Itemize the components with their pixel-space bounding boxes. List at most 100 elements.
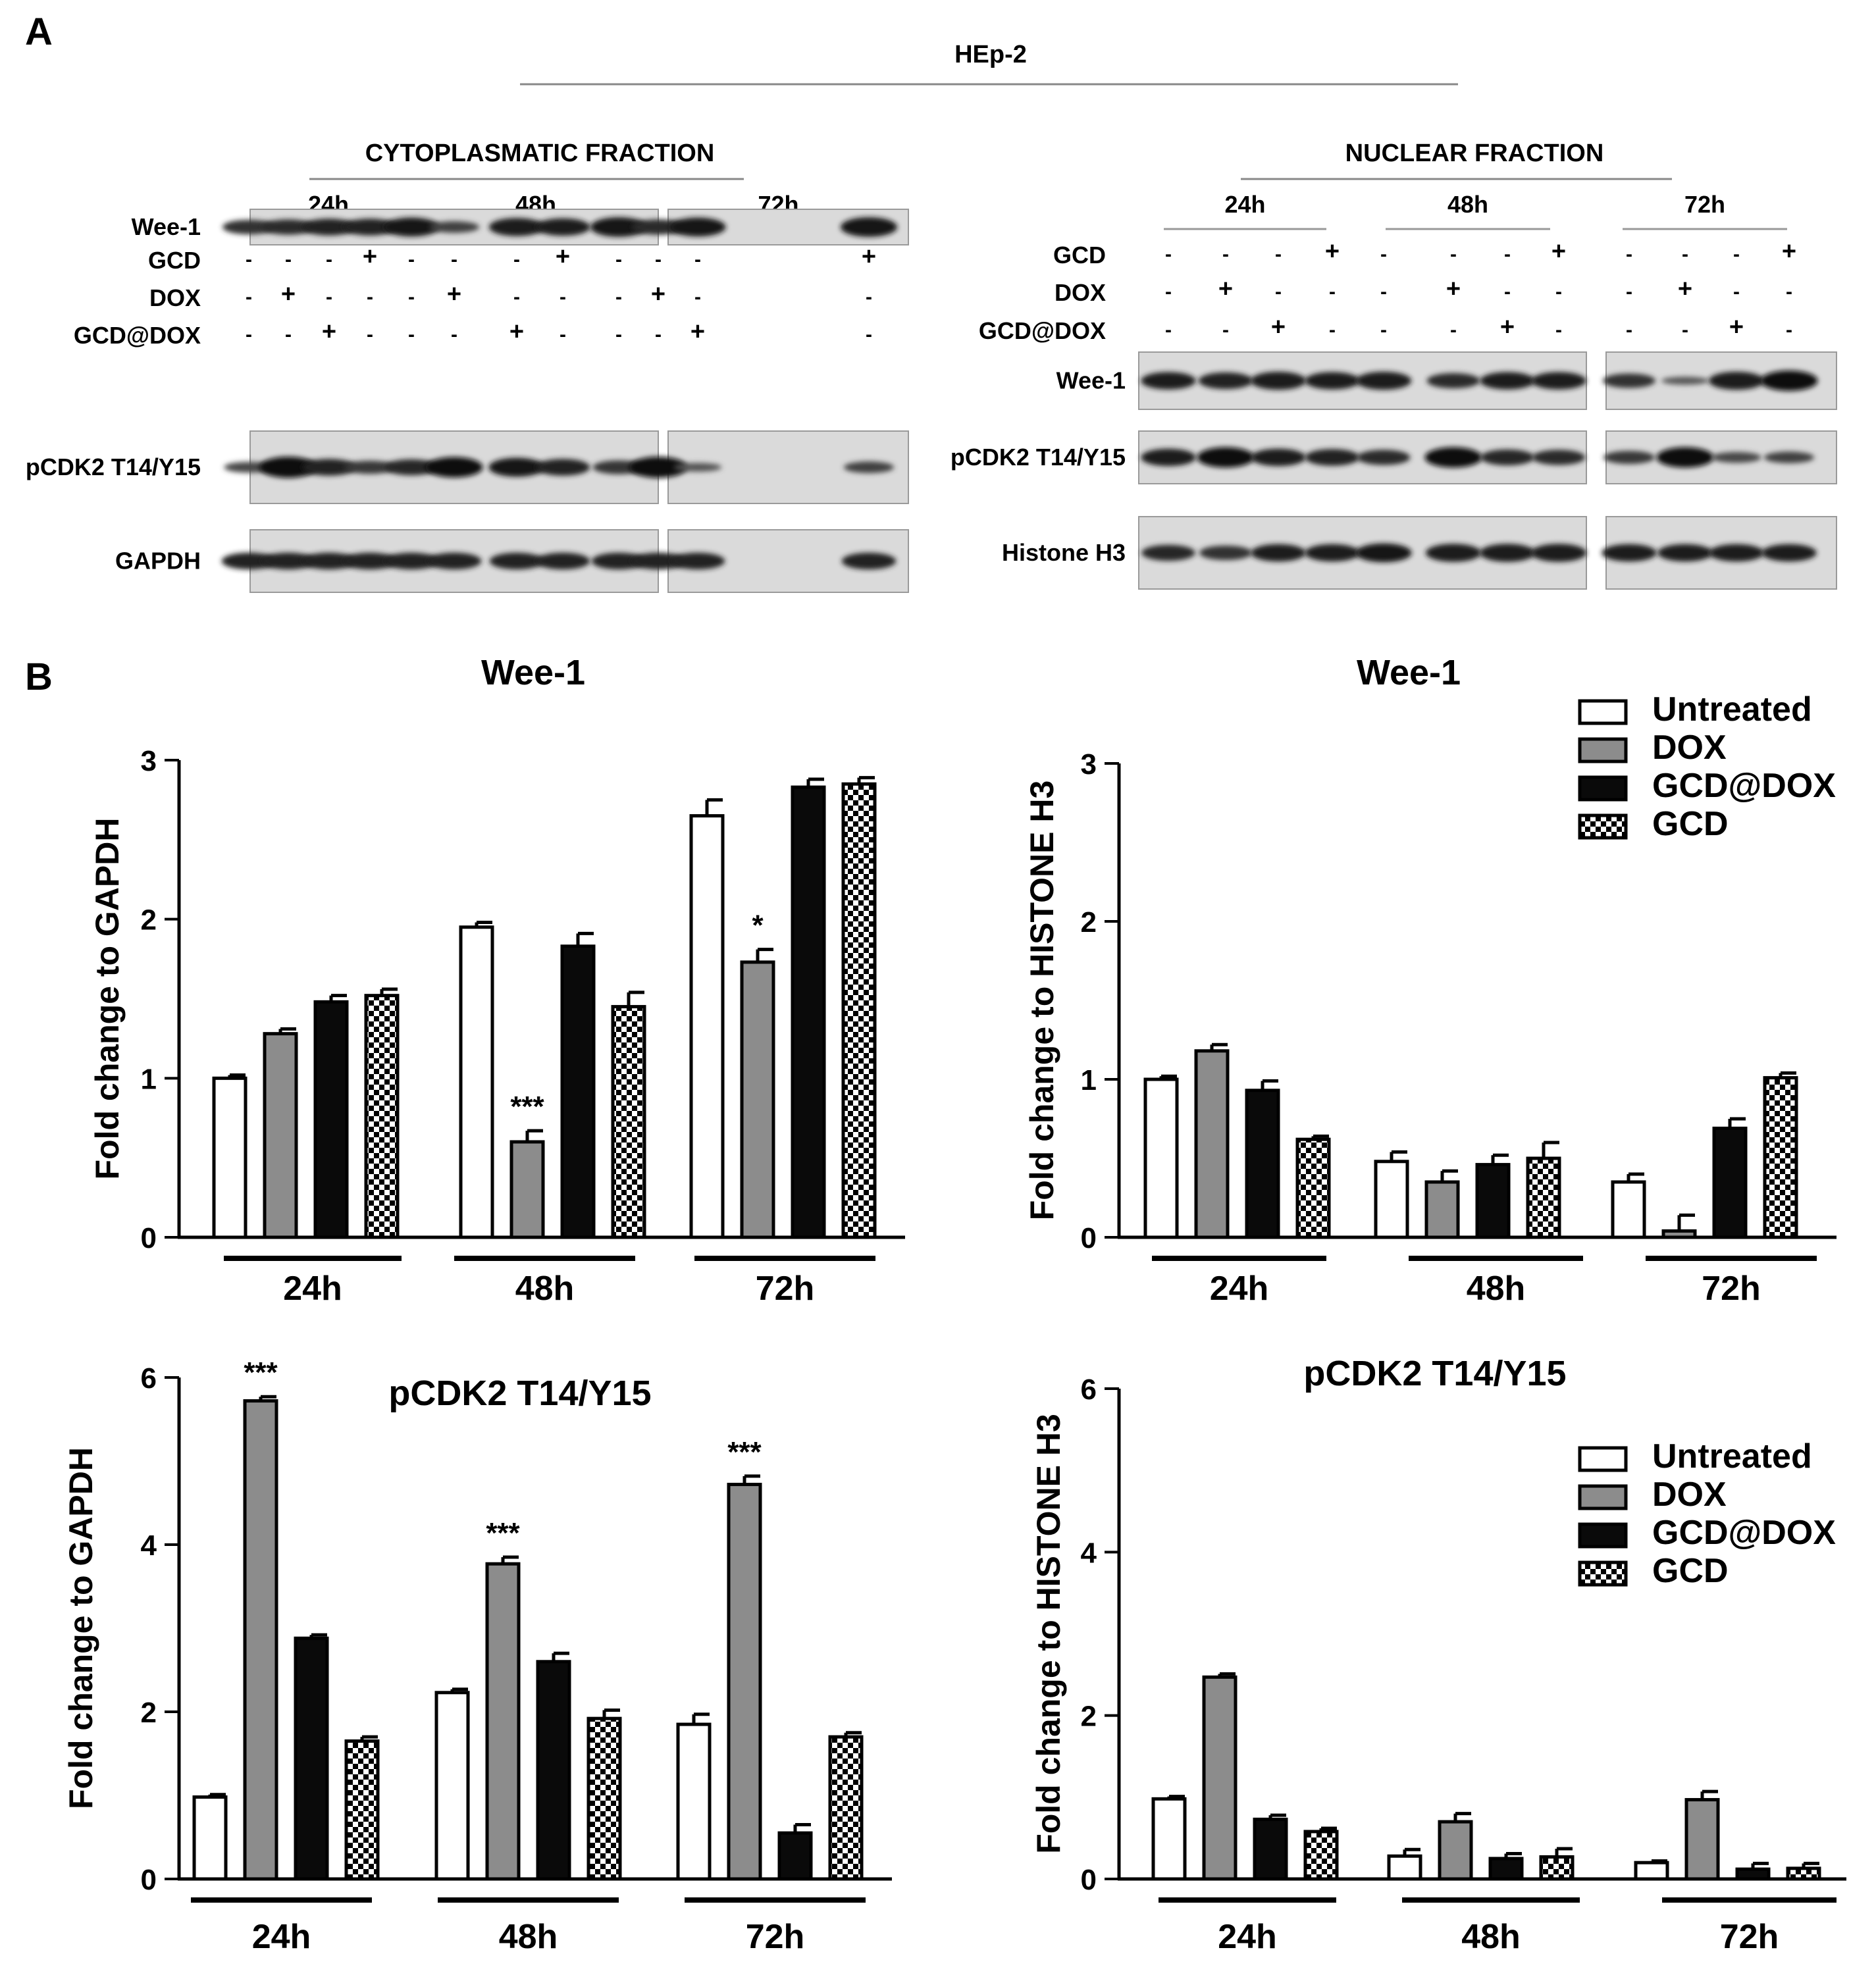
bar-gcd-dox bbox=[536, 1660, 571, 1881]
bar-dox bbox=[740, 960, 775, 1239]
blot-band bbox=[1603, 373, 1655, 388]
treatment-sign: - bbox=[408, 324, 415, 346]
blot-row-label: Wee-1 bbox=[1056, 367, 1126, 394]
bar-gcd-dox bbox=[313, 1000, 349, 1239]
bar-gcd bbox=[1303, 1830, 1339, 1881]
treatment-sign: + bbox=[447, 280, 461, 308]
treatment-sign: - bbox=[1555, 319, 1562, 341]
legend-swatch-gray bbox=[1578, 1484, 1628, 1510]
treatment-sign: - bbox=[1733, 281, 1740, 303]
y-tick-label: 4 bbox=[141, 1529, 157, 1562]
blot-band bbox=[1197, 447, 1255, 468]
blot-band bbox=[1709, 544, 1764, 562]
chart-title: pCDK2 T14/Y15 bbox=[388, 1374, 651, 1413]
panel-label-a: A bbox=[25, 11, 53, 53]
y-tick-label: 3 bbox=[1081, 748, 1097, 781]
y-tick-label: 2 bbox=[1081, 906, 1097, 938]
blot-band bbox=[344, 461, 396, 474]
treatment-sign: + bbox=[363, 243, 377, 270]
blot-row-label: pCDK2 T14/Y15 bbox=[951, 444, 1126, 471]
bar-dox bbox=[243, 1399, 278, 1881]
treatment-sign: - bbox=[285, 324, 292, 346]
y-axis-label: Fold change to HISTONE H3 bbox=[1024, 781, 1060, 1221]
treatment-sign: - bbox=[1504, 281, 1511, 303]
treatment-sign: - bbox=[513, 249, 520, 270]
treatment-sign: - bbox=[1222, 244, 1229, 265]
treatment-sign: - bbox=[1165, 281, 1172, 303]
blot-band bbox=[841, 552, 897, 570]
legend-label: GCD bbox=[1652, 1552, 1729, 1590]
blot-band bbox=[1426, 373, 1480, 389]
bar-gcd bbox=[364, 994, 400, 1239]
blot-row-label: pCDK2 T14/Y15 bbox=[26, 453, 201, 480]
legend-swatch-checker bbox=[1578, 1560, 1628, 1587]
legend-label: Untreated bbox=[1652, 690, 1812, 729]
bar-gcd-dox bbox=[1735, 1867, 1771, 1881]
bar-untreated bbox=[1151, 1797, 1187, 1881]
x-category-label: 48h bbox=[515, 1270, 575, 1308]
treatment-label: DOX bbox=[1055, 279, 1106, 306]
x-category-label: 24h bbox=[1210, 1270, 1269, 1308]
blot-band bbox=[1355, 371, 1412, 390]
bar-dox bbox=[727, 1483, 762, 1881]
blot-band bbox=[488, 218, 545, 236]
treatment-sign: + bbox=[1500, 313, 1515, 341]
treatment-label: GCD@DOX bbox=[979, 317, 1106, 344]
treatment-sign: - bbox=[615, 286, 622, 308]
treatment-sign: - bbox=[1275, 244, 1282, 265]
treatment-sign: - bbox=[655, 249, 662, 270]
bar-gcd-dox bbox=[1475, 1163, 1511, 1239]
treatment-label: GCD bbox=[1053, 242, 1106, 269]
chart-title: pCDK2 T14/Y15 bbox=[1303, 1354, 1566, 1393]
blot-band bbox=[1761, 544, 1817, 562]
y-tick-label: 1 bbox=[1081, 1064, 1097, 1096]
x-category-label: 48h bbox=[1461, 1918, 1521, 1956]
treatment-sign: - bbox=[1626, 319, 1632, 341]
timepoint-label: 24h bbox=[1224, 191, 1265, 218]
treatment-sign: - bbox=[1504, 244, 1511, 265]
panel-label-b: B bbox=[25, 655, 53, 698]
blot-band bbox=[673, 463, 722, 472]
bar-untreated bbox=[212, 1076, 248, 1239]
treatment-sign: + bbox=[1271, 313, 1286, 341]
bar-dox bbox=[509, 1140, 545, 1239]
treatment-sign: - bbox=[246, 286, 252, 308]
significance-marker: *** bbox=[510, 1091, 544, 1123]
legend-swatch-white bbox=[1578, 1446, 1628, 1472]
blot-band bbox=[1251, 448, 1306, 467]
timepoint-label: 72h bbox=[1684, 191, 1725, 218]
treatment-sign: - bbox=[367, 286, 373, 308]
y-tick-label: 2 bbox=[1081, 1701, 1097, 1733]
bar-gcd-dox bbox=[1488, 1857, 1524, 1881]
legend-swatch-white bbox=[1578, 699, 1628, 725]
blot-band bbox=[1760, 371, 1818, 391]
blot-band bbox=[222, 219, 275, 235]
treatment-sign: - bbox=[1555, 281, 1562, 303]
treatment-label: DOX bbox=[149, 284, 201, 311]
legend-label: GCD bbox=[1652, 805, 1729, 843]
treatment-sign: + bbox=[281, 280, 296, 308]
treatment-sign: - bbox=[408, 286, 415, 308]
treatment-sign: - bbox=[694, 249, 701, 270]
y-tick-label: 2 bbox=[141, 904, 157, 937]
blot-band bbox=[1711, 451, 1761, 463]
blot-band bbox=[384, 459, 438, 476]
y-tick-label: 1 bbox=[141, 1063, 157, 1095]
blot-band bbox=[535, 459, 590, 476]
blot-band bbox=[301, 218, 357, 236]
bar-untreated bbox=[1611, 1180, 1646, 1239]
treatment-sign: - bbox=[1165, 244, 1172, 265]
treatment-sign: - bbox=[367, 324, 373, 346]
treatment-sign: - bbox=[1682, 319, 1688, 341]
blot-band bbox=[669, 217, 726, 237]
fraction-title: NUCLEAR FRACTION bbox=[1345, 140, 1604, 167]
treatment-sign: - bbox=[1380, 244, 1387, 265]
chart-title: Wee-1 bbox=[481, 653, 585, 692]
blot-band bbox=[1708, 371, 1765, 390]
treatment-sign: - bbox=[246, 324, 252, 346]
x-category-label: 24h bbox=[283, 1270, 342, 1308]
blot-band bbox=[535, 218, 590, 236]
bar-gcd bbox=[1526, 1156, 1561, 1239]
chart-cyto-pcdk2: pCDK2 T14/Y15 Fold change to GAPDH 0 2 4 6 24h… bbox=[63, 1356, 892, 1956]
bar-gcd-dox bbox=[777, 1831, 813, 1881]
